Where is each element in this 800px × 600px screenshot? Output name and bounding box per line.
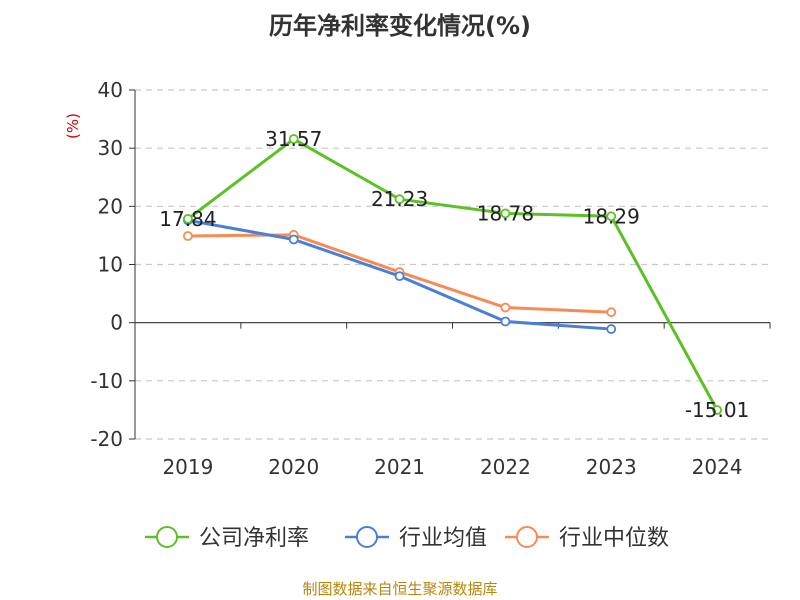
legend: 公司净利率 行业均值 行业中位数 bbox=[145, 526, 669, 551]
legend-item[interactable]: 行业均值 bbox=[345, 526, 487, 551]
legend-swatch-marker bbox=[356, 526, 378, 548]
y-tick-label: -10 bbox=[90, 369, 123, 393]
chart-title: 历年净利率变化情况(%) bbox=[269, 12, 531, 40]
y-tick-label: 10 bbox=[98, 253, 123, 277]
data-point bbox=[500, 208, 511, 219]
data-label: 17.84 bbox=[159, 207, 216, 231]
legend-label: 行业均值 bbox=[399, 526, 487, 551]
legend-swatch-marker bbox=[516, 526, 538, 548]
y-axis-label: (%) bbox=[64, 113, 82, 139]
data-label: -15.01 bbox=[685, 398, 749, 422]
data-point bbox=[712, 405, 722, 415]
series-line bbox=[187, 137, 719, 411]
data-label: 18.29 bbox=[583, 204, 640, 228]
legend-label: 公司净利率 bbox=[199, 526, 309, 551]
data-label: 18.78 bbox=[477, 201, 534, 225]
data-point bbox=[606, 324, 617, 334]
legend-item[interactable]: 行业中位数 bbox=[505, 526, 669, 551]
data-point bbox=[500, 316, 511, 327]
data-label: 31.57 bbox=[265, 127, 322, 151]
legend-item[interactable]: 公司净利率 bbox=[145, 526, 309, 551]
data-point bbox=[288, 234, 299, 245]
series-lines bbox=[183, 134, 722, 415]
axes: -20 -10 0 10 20 30 40 2019 2020 2021 2022 2023 2024 bbox=[90, 78, 771, 479]
data-point bbox=[394, 194, 405, 205]
data-point bbox=[183, 231, 193, 241]
x-tick-label: 2020 bbox=[268, 455, 319, 479]
data-point bbox=[606, 307, 617, 318]
x-tick-label: 2019 bbox=[162, 455, 213, 479]
source-note: 制图数据来自恒生聚源数据库 bbox=[302, 580, 498, 598]
y-tick-label: 30 bbox=[98, 136, 123, 160]
legend-swatch-marker bbox=[156, 526, 178, 548]
y-tick-label: -20 bbox=[90, 427, 123, 451]
legend-label: 行业中位数 bbox=[559, 526, 669, 551]
x-tick-label: 2024 bbox=[692, 455, 743, 479]
data-point bbox=[606, 211, 617, 222]
data-label: 21.23 bbox=[371, 187, 428, 211]
x-tick-label: 2021 bbox=[374, 455, 425, 479]
data-point bbox=[500, 302, 511, 313]
data-point bbox=[288, 134, 299, 144]
data-labels: 17.84 31.57 21.23 18.78 18.29 -15.01 bbox=[159, 127, 749, 422]
data-point bbox=[394, 271, 405, 282]
y-tick-label: 0 bbox=[110, 311, 123, 335]
data-point bbox=[183, 213, 193, 224]
grid-lines bbox=[135, 89, 770, 440]
y-tick-label: 20 bbox=[98, 194, 123, 218]
y-tick-label: 40 bbox=[98, 78, 123, 102]
x-tick-label: 2022 bbox=[480, 455, 531, 479]
x-tick-label: 2023 bbox=[586, 455, 637, 479]
